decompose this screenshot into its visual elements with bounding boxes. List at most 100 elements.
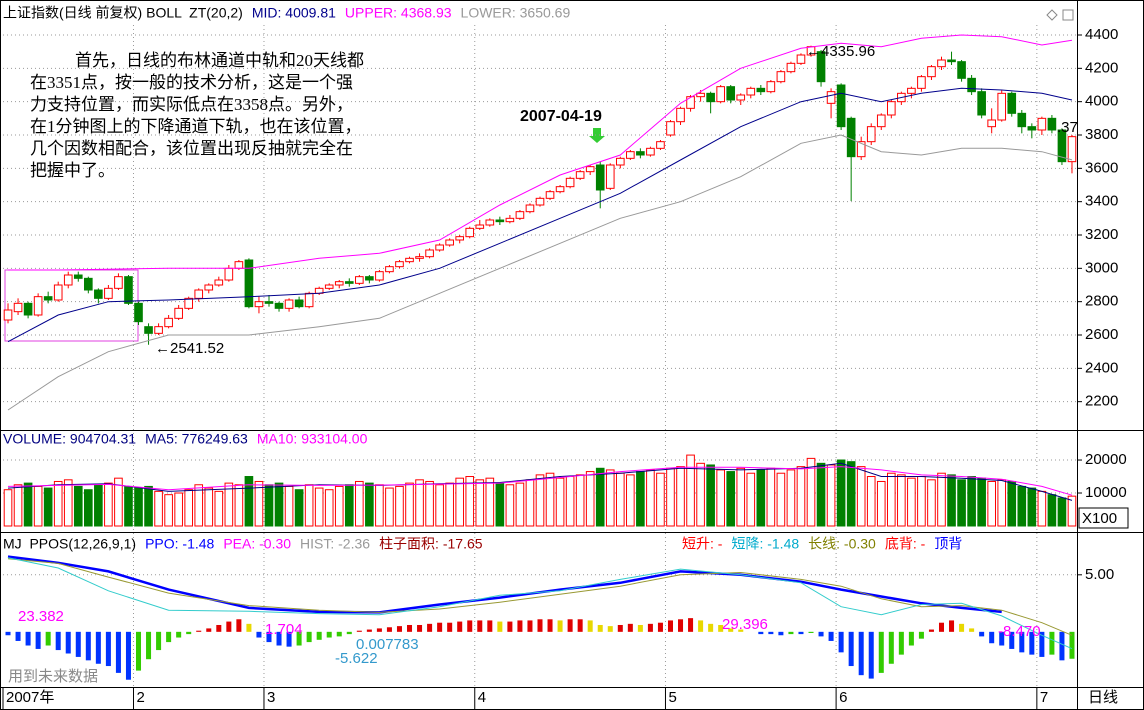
- volume-bar: [385, 487, 394, 527]
- histogram-bar: [5, 631, 11, 636]
- histogram-bar: [105, 631, 111, 667]
- candle-body: [134, 302, 143, 323]
- histogram-bar: [1069, 631, 1075, 659]
- histogram-bar: [597, 624, 603, 632]
- candle-body: [445, 239, 454, 246]
- volume-bar: [766, 467, 776, 527]
- volume-bar: [886, 472, 896, 527]
- candle-body: [154, 326, 163, 334]
- candle-body: [585, 166, 595, 173]
- histogram-bar: [386, 627, 392, 632]
- volume-bar: [294, 489, 304, 527]
- line: [7, 462, 1073, 501]
- volume-bar: [405, 482, 414, 527]
- marker-arrow: [589, 128, 605, 143]
- volume-bar: [375, 484, 384, 527]
- volume-bar: [284, 485, 294, 527]
- histogram-bar: [326, 631, 332, 638]
- volume-bar: [575, 474, 585, 527]
- volume-bar: [244, 476, 254, 527]
- histogram-bar: [989, 631, 995, 644]
- volume-bar: [676, 466, 685, 527]
- volume-bar: [1007, 480, 1017, 527]
- histogram-bar: [938, 622, 945, 632]
- histogram-bar: [708, 623, 714, 632]
- volume-bar: [866, 476, 876, 527]
- histogram-bar: [698, 620, 704, 632]
- icon: [1062, 9, 1074, 21]
- histogram-bar: [818, 631, 824, 637]
- volume-bar: [515, 482, 525, 527]
- histogram-bar: [477, 620, 483, 632]
- volume-bar: [696, 462, 705, 527]
- candle-body: [204, 284, 214, 291]
- volume-bar: [726, 471, 736, 527]
- candle-body: [475, 224, 485, 229]
- histogram-bar: [25, 631, 31, 646]
- y-tick-label: 2400: [1085, 359, 1118, 376]
- volume-bar: [264, 484, 274, 527]
- chart-title: 上证指数(日线 前复权) BOLL ZT(20,2): [3, 5, 243, 21]
- histogram-bar: [527, 620, 533, 632]
- volume-bar: [73, 485, 83, 527]
- candle-body: [605, 164, 615, 189]
- histogram-bar: [166, 631, 172, 643]
- y-tick-label: 20000: [1085, 451, 1127, 468]
- volume-bar: [395, 485, 404, 527]
- line: [7, 557, 1073, 650]
- histogram-bar: [788, 631, 794, 635]
- candle-body: [545, 191, 555, 199]
- histogram-bar: [627, 623, 633, 632]
- volume-bar: [626, 474, 635, 527]
- x-tick-label: 7: [1040, 689, 1048, 706]
- histogram-bar: [65, 631, 71, 654]
- volume-bar: [927, 479, 936, 527]
- histogram-bar: [95, 631, 101, 664]
- histogram-bar: [808, 631, 814, 633]
- candle-body: [1017, 112, 1027, 128]
- candle-body: [455, 236, 465, 241]
- legend-entry: 顶背: [934, 536, 962, 552]
- y-tick-label: 2200: [1085, 393, 1118, 410]
- annotation: .37: [1057, 119, 1078, 136]
- volume-bar: [937, 472, 946, 527]
- histogram-bar: [657, 622, 663, 632]
- volume-bar: [365, 482, 374, 527]
- annotation: 2007-04-19: [520, 108, 602, 125]
- candle-body: [666, 121, 675, 136]
- histogram-bar: [356, 630, 362, 632]
- candle-body: [957, 61, 966, 79]
- legend-entry: LOWER: 3650.69: [461, 5, 571, 21]
- histogram-bar: [688, 618, 694, 632]
- candle-body: [254, 301, 264, 308]
- volume-bar: [1067, 495, 1077, 527]
- histogram-bar: [979, 631, 985, 637]
- volume-bar: [1027, 487, 1037, 527]
- candle-body: [214, 279, 224, 286]
- histogram-bar: [768, 631, 774, 635]
- candle-body: [1057, 129, 1067, 163]
- histogram-bar: [507, 621, 513, 632]
- histogram-bar: [969, 628, 975, 632]
- candle-body: [1047, 117, 1057, 131]
- candle-body: [304, 292, 314, 308]
- note-line: 首先，日线的布林通道中轨和20天线都: [75, 51, 364, 70]
- x-tick-label: 6: [839, 689, 847, 706]
- histogram-bar: [236, 619, 242, 632]
- annotation: 29.396: [722, 616, 768, 633]
- y-tick-label: 2600: [1085, 326, 1118, 343]
- histogram-bar: [346, 631, 352, 635]
- histogram-bar: [738, 629, 744, 632]
- histogram-bar: [447, 622, 453, 632]
- note-line: 把握中了。: [30, 161, 115, 180]
- note-line: 几个因数相配合，该位置出现反抽就完全在: [30, 139, 353, 158]
- candle-body: [465, 227, 475, 238]
- volume-bar: [716, 469, 725, 527]
- volume-bar: [445, 482, 454, 527]
- legend-entry: PPO: -1.48: [145, 536, 214, 552]
- volume-bar: [455, 477, 465, 527]
- candle-body: [565, 177, 575, 188]
- candle-body: [174, 307, 183, 319]
- histogram-bar: [557, 620, 563, 632]
